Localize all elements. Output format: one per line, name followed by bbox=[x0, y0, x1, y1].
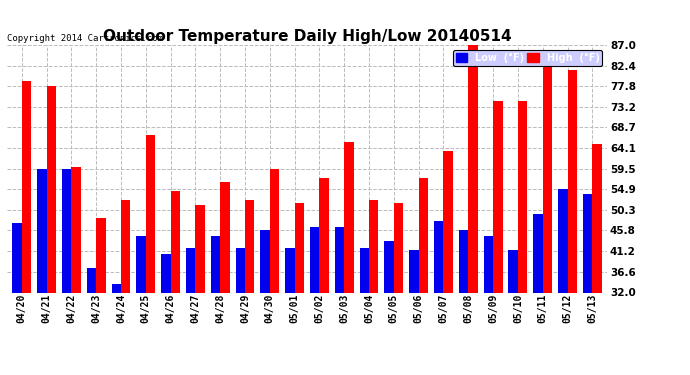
Text: Copyright 2014 Cartronics.com: Copyright 2014 Cartronics.com bbox=[7, 33, 163, 42]
Bar bbox=[161, 254, 170, 375]
Bar bbox=[533, 214, 543, 375]
Bar bbox=[384, 241, 394, 375]
Bar bbox=[186, 248, 195, 375]
Bar bbox=[444, 151, 453, 375]
Bar bbox=[87, 268, 96, 375]
Bar bbox=[509, 250, 518, 375]
Bar bbox=[567, 70, 577, 375]
Bar bbox=[235, 248, 245, 375]
Bar bbox=[270, 169, 279, 375]
Legend: Low  (°F), High  (°F): Low (°F), High (°F) bbox=[453, 50, 602, 66]
Bar bbox=[22, 81, 31, 375]
Bar bbox=[295, 202, 304, 375]
Bar bbox=[137, 236, 146, 375]
Bar bbox=[459, 230, 469, 375]
Bar bbox=[211, 236, 220, 375]
Bar bbox=[592, 144, 602, 375]
Bar bbox=[319, 178, 329, 375]
Bar bbox=[434, 220, 444, 375]
Bar bbox=[170, 191, 180, 375]
Bar bbox=[220, 182, 230, 375]
Bar bbox=[146, 135, 155, 375]
Bar bbox=[112, 284, 121, 375]
Bar bbox=[469, 45, 477, 375]
Bar bbox=[121, 200, 130, 375]
Bar bbox=[409, 250, 419, 375]
Bar bbox=[484, 236, 493, 375]
Bar bbox=[394, 202, 403, 375]
Bar bbox=[71, 166, 81, 375]
Bar bbox=[260, 230, 270, 375]
Bar bbox=[518, 101, 527, 375]
Bar bbox=[245, 200, 255, 375]
Bar bbox=[96, 218, 106, 375]
Bar bbox=[543, 58, 552, 375]
Title: Outdoor Temperature Daily High/Low 20140514: Outdoor Temperature Daily High/Low 20140… bbox=[103, 29, 511, 44]
Bar bbox=[62, 169, 71, 375]
Bar bbox=[493, 101, 502, 375]
Bar bbox=[369, 200, 379, 375]
Bar bbox=[47, 86, 56, 375]
Bar bbox=[558, 189, 567, 375]
Bar bbox=[335, 227, 344, 375]
Bar bbox=[285, 248, 295, 375]
Bar bbox=[419, 178, 428, 375]
Bar bbox=[310, 227, 319, 375]
Bar bbox=[583, 194, 592, 375]
Bar bbox=[344, 142, 354, 375]
Bar bbox=[359, 248, 369, 375]
Bar bbox=[37, 169, 47, 375]
Bar bbox=[195, 205, 205, 375]
Bar bbox=[12, 223, 22, 375]
